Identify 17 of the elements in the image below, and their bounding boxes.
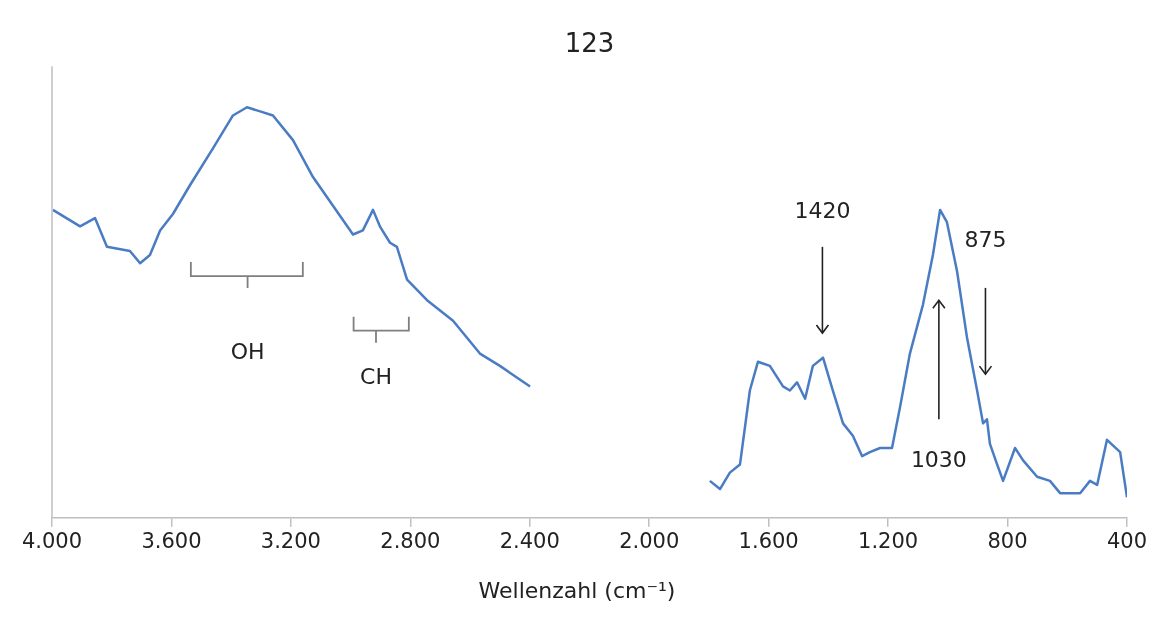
x-axis-title: Wellenzahl (cm⁻¹)	[477, 578, 677, 603]
x-tick-label: 800	[987, 528, 1028, 553]
x-tick-label: 3.200	[260, 528, 321, 553]
chart-title: 123	[564, 28, 615, 59]
annotation: CH	[360, 363, 392, 389]
x-tick-label: 4.000	[21, 528, 83, 553]
x-tick-label: 2.800	[380, 528, 441, 553]
annotation: 1420	[794, 198, 851, 224]
x-tick-label: 1.600	[738, 528, 799, 553]
x-tick-label: 1.200	[858, 528, 919, 553]
x-tick-label: 2.000	[619, 528, 680, 553]
x-tick-label: 2.400	[499, 528, 560, 553]
annotation: 875	[964, 226, 1007, 252]
x-tick-label: 400	[1106, 528, 1148, 553]
x-tick-label: 3.600	[141, 528, 202, 553]
annotation: 1030	[910, 447, 967, 473]
annotation: OH	[230, 339, 265, 365]
